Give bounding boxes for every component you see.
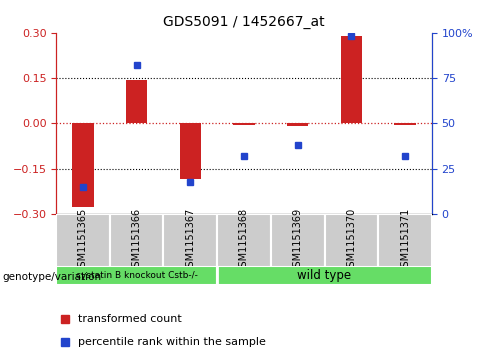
Bar [287,123,308,126]
FancyBboxPatch shape [163,214,217,267]
Text: percentile rank within the sample: percentile rank within the sample [78,337,265,347]
FancyBboxPatch shape [56,266,217,285]
FancyBboxPatch shape [56,214,110,267]
FancyBboxPatch shape [217,266,432,285]
Title: GDS5091 / 1452667_at: GDS5091 / 1452667_at [163,15,325,29]
Text: cystatin B knockout Cstb-/-: cystatin B knockout Cstb-/- [76,271,198,280]
Text: GSM1151370: GSM1151370 [346,208,356,273]
Bar [233,123,255,125]
FancyBboxPatch shape [325,214,378,267]
Text: transformed count: transformed count [78,314,182,324]
Bar [394,123,416,125]
Text: GSM1151369: GSM1151369 [293,208,303,273]
Bar [341,36,362,123]
Text: GSM1151366: GSM1151366 [132,208,142,273]
Bar [72,123,94,207]
Text: wild type: wild type [298,269,351,282]
Text: genotype/variation: genotype/variation [2,272,102,282]
FancyBboxPatch shape [110,214,163,267]
Bar [180,123,201,179]
Text: GSM1151371: GSM1151371 [400,208,410,273]
FancyBboxPatch shape [378,214,432,267]
Text: GSM1151368: GSM1151368 [239,208,249,273]
Bar [126,79,147,123]
Text: GSM1151365: GSM1151365 [78,208,88,273]
FancyBboxPatch shape [271,214,325,267]
FancyBboxPatch shape [217,214,271,267]
Text: GSM1151367: GSM1151367 [185,208,195,273]
